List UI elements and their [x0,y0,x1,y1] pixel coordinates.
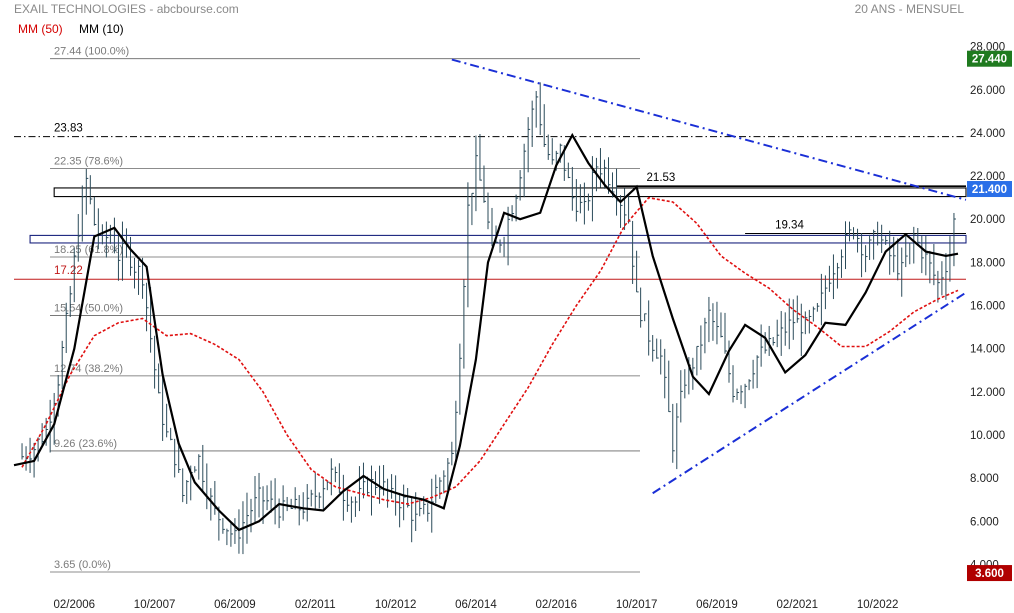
chart-title: EXAIL TECHNOLOGIES - abcbourse.com [14,2,239,16]
fib-label: 3.65 (0.0%) [54,559,111,571]
fibonacci-layer: 27.44 (100.0%) 22.35 (78.6%) 18.25 (61.8%)… [50,46,640,573]
x-tick-label: 10/2007 [134,599,176,611]
y-tick-label: 28.000 [970,42,1005,54]
x-tick-label: 02/2021 [777,599,819,611]
y-tick-label: 16.000 [970,301,1005,313]
trendline [451,58,967,201]
x-axis: 02/2006 10/2007 06/2009 02/2011 10/2012 06/20… [53,599,898,611]
x-tick-label: 06/2019 [696,599,738,611]
y-tick-label: 6.000 [970,516,999,528]
legend-mm50: MM (50) [18,22,63,36]
level-label: 21.53 [647,172,676,184]
fib-label: 22.35 (78.6%) [54,156,123,168]
price-badge [967,565,1012,582]
y-tick-label: 22.000 [970,171,1005,183]
price-badge-label: 21.400 [972,184,1007,196]
x-tick-label: 10/2012 [375,599,417,611]
x-tick-label: 02/2006 [53,599,95,611]
trendlines-layer [451,58,967,495]
x-tick-label: 10/2022 [857,599,899,611]
fib-label: 12.74 (38.2%) [54,363,123,375]
legend-mm10: MM (10) [79,22,124,36]
y-tick-label: 24.000 [970,128,1005,140]
level-label: 23.83 [54,123,83,135]
level-label: 17.22 [54,265,83,277]
chart-period: 20 ANS - MENSUEL [854,2,964,16]
zones-layer [29,187,967,244]
price-badge [967,181,1012,198]
levels-layer: 23.83 21.53 19.34 17.22 [14,123,966,280]
fib-label: 27.44 (100.0%) [54,46,129,58]
fib-label: 9.26 (23.6%) [54,438,117,450]
y-tick-label: 26.000 [970,85,1005,97]
x-tick-label: 02/2016 [535,599,577,611]
price-badge-label: 27.440 [972,54,1007,66]
y-axis: 4.0006.0008.00010.00012.00014.00016.0001… [970,42,1005,572]
y-tick-label: 10.000 [970,430,1005,442]
x-tick-label: 10/2017 [616,599,658,611]
x-tick-label: 02/2011 [295,599,336,611]
zone-rect [29,234,967,244]
trendline [652,291,967,495]
price-badges: 27.440 21.400 3.600 [967,50,1012,582]
moving-averages [13,132,959,532]
x-tick-label: 06/2014 [455,599,497,611]
price-badge-label: 3.600 [975,568,1004,580]
mm50-line [21,196,959,505]
zone-rect [53,187,967,198]
fib-label: 15.54 (50.0%) [54,302,123,314]
fib-label: 18.25 (61.8%) [54,244,123,256]
price-bars [21,82,956,555]
x-tick-label: 06/2009 [214,599,256,611]
y-tick-label: 18.000 [970,257,1005,269]
mm10-line [13,132,959,532]
y-tick-label: 12.000 [970,387,1005,399]
y-tick-label: 8.000 [970,473,999,485]
y-tick-label: 20.000 [970,214,1005,226]
y-tick-label: 14.000 [970,344,1005,356]
price-badge [967,50,1012,67]
level-label: 19.34 [775,219,804,231]
